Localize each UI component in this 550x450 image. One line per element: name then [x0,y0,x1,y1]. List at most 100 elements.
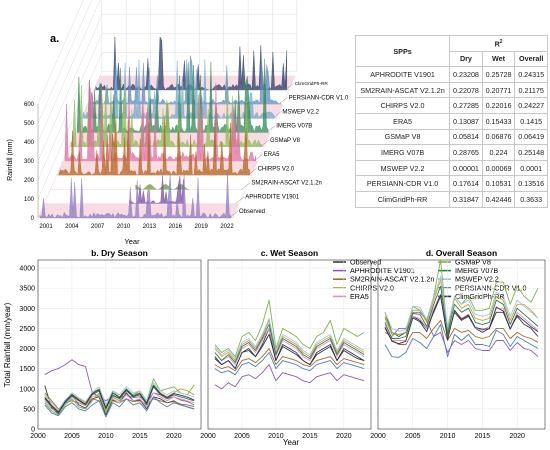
r2-table-value: 0.28765 [449,144,483,161]
r2-table-body: APHRODITE V1901 0.23208 0.25728 0.24315 SM2R… [354,66,548,208]
r2-table-header-r2: R2 [449,35,548,52]
series-line [214,317,365,360]
r2-table-value: 0.224 [481,144,516,161]
panel-a-layer-label: APHRODITE V1901 [245,195,300,201]
panel-a-leader-line [235,196,245,204]
r2-table-value: 0.06419 [514,128,548,146]
panel-a-ytick-label: 400 [24,140,35,146]
panel-a-layer-label: ClimGridPh-RR [295,81,329,87]
r2-table-row: ClimGridPh-RR 0.31847 0.42446 0.3633 [354,190,548,208]
r2-table-value: 0.24227 [514,97,548,114]
panel-a-leader-line [247,168,257,176]
panel-a-xtick-label: 2013 [143,224,157,230]
r2-table-header-spps: SPPs [354,34,451,68]
r2-table-spp-name: GSMaP V8 [354,128,451,146]
xtick-label: 2015 [132,433,148,440]
series-line [214,319,365,362]
r2-table-spp-name: IMERG V07B [354,144,451,161]
grid-line [37,0,92,124]
season-panel-title: d. Overall Season [426,248,497,258]
season-panel: b. Dry Season 0 500 1000 1500 2000 2500 3000 350… [19,248,202,440]
panel-a-ytick-label: 300 [24,159,35,165]
shared-ylabel: Total Rainfall (mm/year) [3,302,12,387]
panel-a-layer-series [64,81,256,162]
panel-a-layer: SM2RAIN-ASCAT V2.1.2n [50,175,322,190]
ytick-label: 4000 [19,266,35,273]
r2-table-row: CHIRPS V2.0 0.27285 0.22016 0.24227 [354,97,548,114]
r2-table-spp-name: CHIRPS V2.0 [354,97,451,114]
xtick-label: 2000 [200,433,216,440]
series-line [44,385,195,413]
r2-symbol: R [494,38,500,48]
r2-table-value: 0.22016 [481,97,516,114]
r2-table-spp-name: APHRODITE V1901 [354,66,451,83]
panel-a-leader-line [241,182,251,190]
panel-a-ytick-label: 600 [24,102,35,108]
panel-a-xticks: 2001 2004 2007 2010 2013 2016 2019 2022 [39,224,234,230]
grid-line [37,33,103,181]
ytick-label: 0 [31,427,35,434]
xtick-label: 2015 [475,433,491,440]
series-line [44,392,195,413]
ytick-label: 3000 [19,306,35,313]
r2-col-dry: Dry [449,50,483,68]
panel-a-ytick-label: 0 [31,216,35,222]
legend-label: APHRODITE V1901 [350,266,415,275]
r2-table-row: APHRODITE V1901 0.23208 0.25728 0.24315 [354,66,548,83]
panel-a-layer-label: Observed [239,209,265,215]
r2-table-value: 0.3633 [514,190,548,208]
series-line [384,285,539,339]
panel-a-layer-label: SM2RAIN-ASCAT V2.1.2n [251,181,321,187]
panel-a-layer-label: ERA5 [264,152,280,158]
r2-col-wet: Wet [481,50,516,68]
xtick-label: 2010 [440,433,456,440]
panel-a-ylabel: Rainfall (mm) [7,139,14,181]
xtick-label: 2000 [30,433,46,440]
legend-label: PERSIANN-CDR V1.0 [455,283,527,292]
series-line [44,396,195,418]
grid-line [37,0,84,105]
season-panel-title: b. Dry Season [91,248,148,258]
xtick-label: 2020 [509,433,525,440]
panel-a-layer-series [39,173,232,219]
panel-a-leader-line [278,97,288,105]
panel-a-leader-line [284,82,294,91]
r2-table-header-row: SPPs R2 [354,34,548,68]
series-line [384,294,539,345]
grid-line [37,52,103,200]
r2-table-value: 0.22078 [449,81,483,99]
series-line [214,327,365,366]
r2-table-value: 0.25148 [514,144,548,161]
ytick-label: 2500 [19,326,35,333]
r2-table-value: 0.27285 [449,97,483,114]
r2-table: SPPs R2 Dry Wet Overall APHRODITE V1901 0… [354,34,548,208]
xtick-label: 2005 [405,433,421,440]
xtick-label: 2020 [166,433,182,440]
panel-a-layer: Observed [37,173,265,219]
xtick-label: 2000 [370,433,386,440]
r2-table-spp-name: ClimGridPh-RR [354,190,451,208]
legend-label: IMERG V07B [455,266,498,275]
r2-table-value: 0.23208 [449,66,483,83]
r2-table-value: 0.13516 [514,175,548,192]
r2-table-row: SM2RAIN-ASCAT V2.1.2n 0.22078 0.20771 0.211… [354,81,548,99]
xtick-label: 2020 [336,433,352,440]
r2-table-value: 0.10531 [481,175,516,192]
series-line [384,279,539,335]
legend-label: ClimGridPh-RR [455,292,505,301]
r2-table-value: 0.06876 [481,128,516,146]
r2-table-spp-name: PERSIANN-CDR V1.0 [354,175,451,192]
legend-label: ERA5 [350,292,369,301]
ytick-label: 3500 [19,286,35,293]
season-panel-title: c. Wet Season [261,248,318,258]
panel-a-xtick-label: 2001 [39,224,53,230]
series-line [44,386,195,414]
panel-a-layer-series [58,116,250,176]
series-line [214,323,365,364]
r2-superscript: 2 [499,38,503,45]
panel-a-layer-label: CHIRPS V2.0 [258,166,295,172]
panel-a-layer-series [77,58,269,134]
panel-a-layer-series [70,84,263,148]
legend-label: SM2RAIN-ASCAT V2.1.2n [350,275,434,284]
panel-a-layer-label: IMERG V07B [276,124,312,130]
